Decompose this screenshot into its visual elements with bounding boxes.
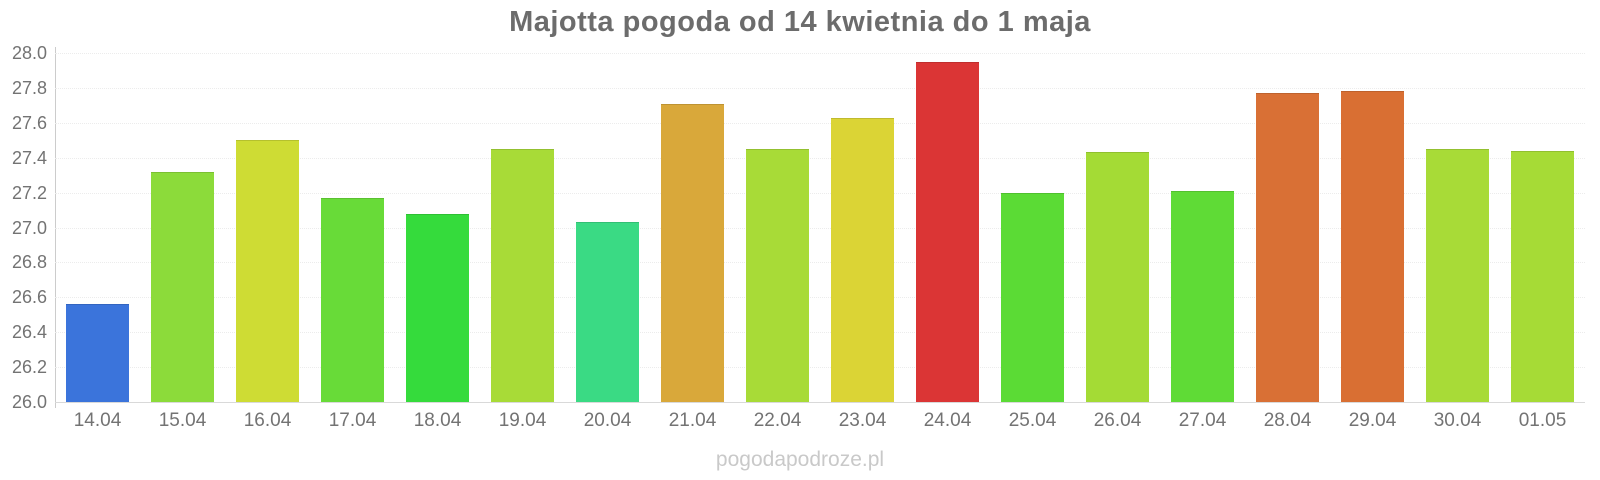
y-tick-label: 26.4 xyxy=(11,322,47,343)
gridline xyxy=(55,122,1585,124)
x-tick-label: 16.04 xyxy=(243,410,292,431)
bar-slot xyxy=(1330,53,1415,402)
x-tick-label: 29.04 xyxy=(1348,410,1397,431)
x-tick-label: 27.04 xyxy=(1178,410,1227,431)
bar-21.04 xyxy=(661,103,724,402)
bar-slot xyxy=(1245,53,1330,402)
x-tick-label: 26.04 xyxy=(1093,410,1142,431)
bar-slot xyxy=(1415,53,1500,402)
y-tick-label: 26.0 xyxy=(11,392,47,412)
bar-29.04 xyxy=(1341,91,1404,402)
gridline xyxy=(55,367,1585,369)
bar-slot xyxy=(735,53,820,402)
y-tick-label: 27.8 xyxy=(11,77,47,98)
gridline xyxy=(55,262,1585,264)
bar-slot xyxy=(480,53,565,402)
y-tick-label: 26.8 xyxy=(11,252,47,273)
x-tick-label: 15.04 xyxy=(158,410,207,431)
bar-slot xyxy=(905,53,990,402)
gridline xyxy=(55,227,1585,229)
bar-15.04 xyxy=(151,171,214,402)
bar-16.04 xyxy=(236,140,299,402)
bar-slot xyxy=(1160,53,1245,402)
bar-slot xyxy=(55,53,140,402)
y-tick-label: 28.0 xyxy=(11,43,47,63)
bar-slot xyxy=(1075,53,1160,402)
x-tick-label: 22.04 xyxy=(753,410,802,431)
y-tick-label: 27.6 xyxy=(11,112,47,133)
x-tick-label: 17.04 xyxy=(328,410,377,431)
y-tick-label: 27.4 xyxy=(11,147,47,168)
bar-slot xyxy=(395,53,480,402)
y-tick-label: 27.0 xyxy=(11,217,47,238)
x-axis-baseline xyxy=(55,402,1585,403)
gridline xyxy=(55,192,1585,194)
x-tick-label: 30.04 xyxy=(1433,410,1482,431)
bars-layer xyxy=(55,53,1585,402)
x-tick-label: 14.04 xyxy=(73,410,122,431)
bar-17.04 xyxy=(321,197,384,402)
chart-title: Majotta pogoda od 14 kwietnia do 1 maja xyxy=(509,6,1091,38)
bar-18.04 xyxy=(406,213,469,402)
x-tick-label: 19.04 xyxy=(498,410,547,431)
bar-14.04 xyxy=(66,304,129,402)
bar-slot xyxy=(650,53,735,402)
x-axis-labels: 14.04 15.04 16.04 17.04 18.04 19.04 20.04 21.04… xyxy=(55,410,1585,432)
bar-slot xyxy=(140,53,225,402)
gridline xyxy=(55,157,1585,159)
bar-slot xyxy=(1500,53,1585,402)
y-tick-label: 26.2 xyxy=(11,357,47,378)
bar-22.04 xyxy=(746,148,809,402)
y-tick-label: 26.6 xyxy=(11,287,47,308)
bar-20.04 xyxy=(576,222,639,402)
x-tick-label: 28.04 xyxy=(1263,410,1312,431)
bar-slot xyxy=(990,53,1075,402)
gridline xyxy=(55,332,1585,334)
y-tick-label: 27.2 xyxy=(11,182,47,203)
bar-24.04 xyxy=(916,61,979,402)
bar-26.04 xyxy=(1086,152,1149,402)
bar-25.04 xyxy=(1001,192,1064,402)
bar-30.04 xyxy=(1426,148,1489,402)
bar-slot xyxy=(310,53,395,402)
gridline xyxy=(55,53,1585,54)
bar-27.04 xyxy=(1171,190,1234,402)
x-tick-label: 21.04 xyxy=(668,410,717,431)
bar-23.04 xyxy=(831,117,894,402)
bar-slot xyxy=(565,53,650,402)
x-tick-label: 24.04 xyxy=(923,410,972,431)
x-tick-label: 18.04 xyxy=(413,410,462,431)
x-tick-label: 23.04 xyxy=(838,410,887,431)
plot-area xyxy=(55,53,1585,403)
bar-19.04 xyxy=(491,148,554,402)
bar-01.05 xyxy=(1511,150,1574,402)
bar-slot xyxy=(225,53,310,402)
gridline xyxy=(55,297,1585,299)
bar-slot xyxy=(820,53,905,402)
bar-28.04 xyxy=(1256,93,1319,402)
x-tick-label: 20.04 xyxy=(583,410,632,431)
x-tick-label: 25.04 xyxy=(1008,410,1057,431)
x-tick-label: 01.05 xyxy=(1518,410,1567,431)
watermark: pogodapodroze.pl xyxy=(715,448,885,471)
gridline xyxy=(55,87,1585,89)
